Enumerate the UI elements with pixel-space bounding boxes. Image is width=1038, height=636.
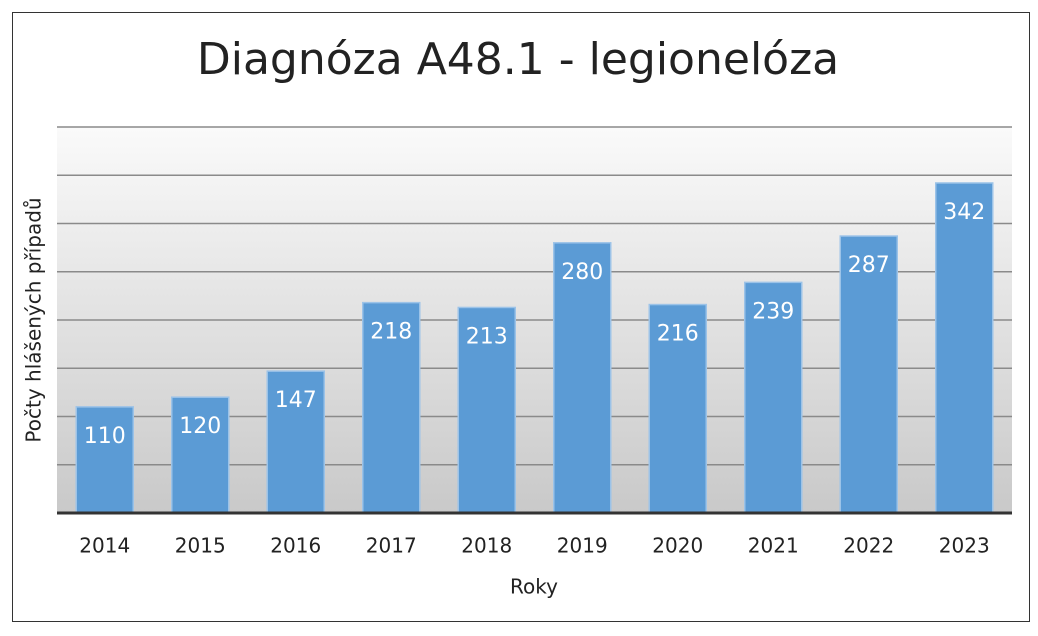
- bar: [839, 235, 898, 514]
- data-label: 147: [275, 388, 317, 413]
- data-label: 218: [370, 320, 412, 345]
- x-tick-label: 2020: [652, 534, 703, 558]
- bar: [171, 396, 230, 514]
- bar: [266, 370, 325, 514]
- bar: [744, 281, 803, 514]
- data-label: 342: [943, 200, 985, 225]
- x-tick-label: 2017: [366, 534, 417, 558]
- y-axis-label: Počty hlášených případů: [22, 197, 46, 442]
- x-tick-label: 2015: [175, 534, 226, 558]
- bar: [75, 406, 134, 514]
- data-label: 120: [179, 414, 221, 439]
- data-label: 110: [84, 424, 126, 449]
- x-tick-label: 2021: [748, 534, 799, 558]
- bar: [648, 303, 707, 514]
- x-tick-label: 2018: [461, 534, 512, 558]
- bar: [362, 301, 421, 514]
- data-label: 213: [466, 324, 508, 349]
- x-tick-label: 2019: [557, 534, 608, 558]
- x-axis-label: Roky: [510, 575, 558, 599]
- data-label: 280: [561, 260, 603, 285]
- chart-title: Diagnóza A48.1 - legionelóza: [197, 34, 839, 85]
- bar: [935, 182, 994, 514]
- x-tick-label: 2016: [270, 534, 321, 558]
- x-tick-label: 2023: [939, 534, 990, 558]
- data-label: 216: [657, 322, 699, 347]
- data-label: 239: [752, 299, 794, 324]
- x-tick-label: 2022: [843, 534, 894, 558]
- x-tick-label: 2014: [79, 534, 130, 558]
- data-label: 287: [848, 253, 890, 278]
